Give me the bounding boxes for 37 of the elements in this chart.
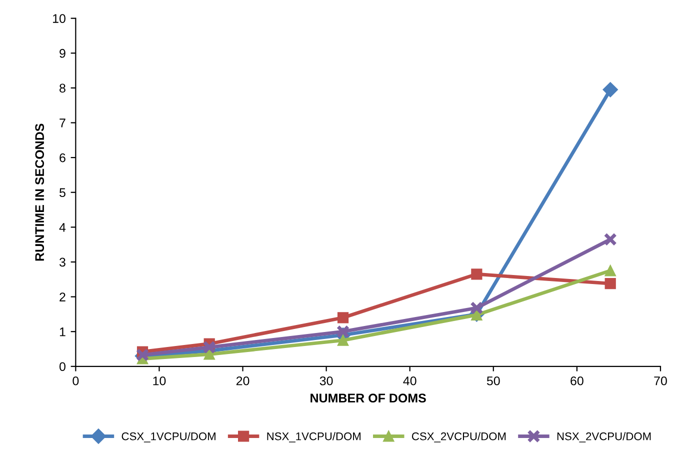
y-tick-label: 0 — [59, 362, 66, 372]
y-tick-label: 5 — [60, 188, 66, 198]
y-tick-label: 8 — [60, 84, 66, 93]
x-tick-label: 20 — [236, 376, 250, 386]
point — [470, 301, 484, 315]
point — [471, 268, 482, 280]
x-tick-label: 30 — [320, 376, 333, 386]
y-tick-label: 9 — [60, 48, 66, 58]
point — [337, 334, 349, 346]
point — [604, 232, 617, 246]
y-axis-title: RUNTIME IN SECONDS — [35, 124, 44, 261]
legend-label: CSX_2VCPU/DOM — [412, 432, 506, 442]
point — [602, 82, 618, 98]
point — [337, 312, 349, 324]
y-tick-label: 1 — [60, 328, 66, 336]
x-tick-label: 0 — [72, 376, 79, 386]
x-tick-label: 60 — [570, 376, 584, 386]
point — [204, 348, 215, 360]
legend-label: NSX_1VCPU/DOM — [267, 432, 360, 442]
y-tick-label: 10 — [53, 14, 66, 23]
legend-label: NSX_2VCPU/DOM — [557, 432, 651, 442]
point — [336, 324, 350, 338]
x-tick-label: 10 — [153, 376, 166, 386]
y-tick-label: 4 — [59, 223, 66, 232]
x-axis-title: NUMBER OF DOMS — [310, 394, 426, 403]
legend-label: CSX_1VCPU/DOM — [122, 432, 216, 442]
y-tick-label: 3 — [59, 258, 66, 267]
y-tick-label: 2 — [60, 292, 66, 302]
point — [202, 340, 216, 354]
x-tick-label: 50 — [486, 376, 500, 386]
point — [471, 309, 482, 320]
point — [604, 265, 616, 276]
y-tick-label: 6 — [60, 153, 66, 162]
x-tick-label: 70 — [654, 376, 667, 386]
x-tick-label: 40 — [403, 376, 416, 386]
y-tick-label: 7 — [60, 118, 66, 128]
point — [604, 278, 616, 290]
